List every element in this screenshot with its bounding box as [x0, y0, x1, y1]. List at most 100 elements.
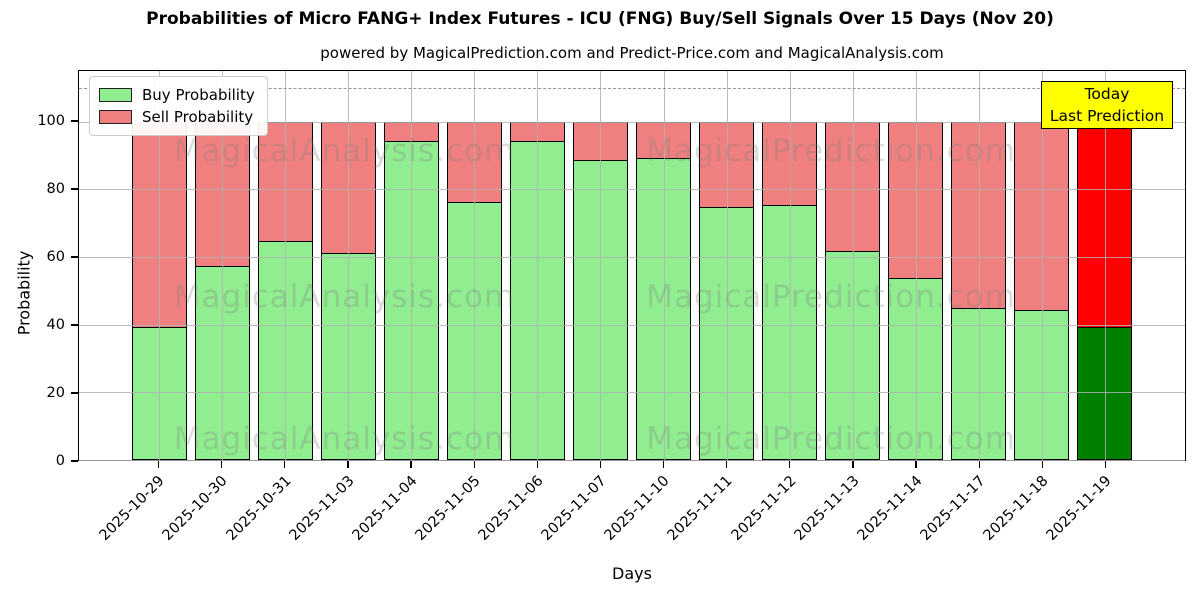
bar-buy-segment	[383, 142, 440, 460]
bar	[194, 121, 251, 460]
bar-buy-segment	[950, 309, 1007, 460]
bar	[446, 121, 503, 460]
y-tick-label: 40	[46, 317, 65, 333]
bar	[1013, 121, 1070, 460]
x-tick-label-text: 2025-10-31	[223, 473, 295, 544]
x-axis-ticks	[78, 461, 1186, 469]
bar-buy-segment	[131, 328, 188, 460]
x-tick-label-text: 2025-11-19	[1043, 473, 1115, 544]
y-tick-label: 100	[37, 113, 65, 129]
x-tick-mark	[1041, 461, 1043, 468]
bar-sell-segment	[194, 121, 251, 268]
y-axis: 0 20 40 60 80 100	[0, 70, 78, 469]
bar-sell-segment	[572, 121, 629, 161]
legend-swatch	[99, 88, 132, 102]
x-tick-mark	[221, 461, 223, 468]
x-tick-mark	[473, 461, 475, 468]
bar	[572, 121, 629, 460]
chart-title: Probabilities of Micro FANG+ Index Futur…	[146, 9, 1054, 29]
x-tick-label-text: 2025-11-13	[791, 473, 863, 544]
x-tick-mark	[726, 461, 728, 468]
today-annotation-line2: Last Prediction	[1049, 107, 1165, 126]
legend-entry: Sell Probability	[99, 106, 255, 128]
bar-sell-segment	[824, 121, 881, 252]
bar-sell-segment	[1076, 121, 1133, 329]
bar-sell-segment	[509, 121, 566, 143]
bar-buy-segment	[257, 241, 314, 460]
bar-buy-segment	[698, 208, 755, 460]
x-tick-label-text: 2025-10-30	[160, 473, 231, 544]
bar	[761, 121, 818, 460]
bar	[635, 121, 692, 460]
x-tick-mark	[536, 461, 538, 468]
y-tick-label: 80	[46, 180, 65, 197]
bar-sell-segment	[761, 121, 818, 207]
x-tick-mark	[789, 461, 791, 468]
today-annotation: Today Last Prediction	[1041, 81, 1173, 129]
bar-sell-segment	[257, 121, 314, 242]
bar	[1076, 121, 1133, 460]
x-axis-labels: 2025-10-29 2025-10-30 2025-10-31 2025-11-03…	[78, 471, 1186, 561]
bar	[131, 121, 188, 460]
bar-buy-segment	[572, 160, 629, 460]
legend-label: Sell Probability	[142, 108, 254, 126]
x-tick-label-text: 2025-11-07	[538, 473, 610, 544]
x-tick-label-text: 2025-11-10	[601, 473, 673, 544]
x-tick-label-text: 2025-11-17	[917, 473, 989, 544]
plot-area: MagicalAnalysis.com MagicalPrediction.com…	[78, 70, 1186, 461]
y-tick-label: 60	[46, 249, 65, 265]
bar-sell-segment	[320, 121, 377, 254]
x-tick-label-text: 2025-11-05	[412, 473, 484, 544]
legend-entry: Buy Probability	[99, 84, 255, 106]
x-tick-label-text: 2025-11-12	[728, 473, 800, 544]
y-tick-mark	[71, 460, 78, 462]
bar-buy-segment	[446, 202, 503, 460]
x-tick-mark	[284, 461, 286, 468]
bar-sell-segment	[698, 121, 755, 208]
chart-subtitle: powered by MagicalPrediction.com and Pre…	[320, 44, 944, 62]
bar-buy-segment	[761, 206, 818, 460]
legend-label: Buy Probability	[142, 86, 255, 104]
bar-sell-segment	[950, 121, 1007, 310]
x-tick-mark	[662, 461, 665, 468]
bar-sell-segment	[635, 121, 692, 159]
bar	[824, 121, 881, 460]
bar-sell-segment	[887, 121, 944, 280]
x-tick-label-text: 2025-11-04	[349, 473, 421, 544]
x-tick-label-text: 2025-11-06	[475, 473, 547, 544]
bar-buy-segment	[1013, 311, 1070, 460]
bar	[257, 121, 314, 460]
x-tick-label-text: 2025-11-11	[665, 473, 737, 544]
x-tick-mark	[978, 461, 980, 468]
legend-swatch	[99, 110, 132, 124]
x-tick-label-text: 2025-11-18	[980, 473, 1052, 544]
bar	[698, 121, 755, 460]
y-tick-mark	[71, 256, 78, 258]
y-tick-mark	[71, 188, 78, 190]
y-tick-mark	[71, 324, 78, 326]
bar-buy-segment	[635, 158, 692, 460]
bar-buy-segment	[194, 267, 251, 460]
bar	[950, 121, 1007, 460]
bar-sell-segment	[131, 121, 188, 329]
bar-sell-segment	[446, 121, 503, 203]
x-tick-mark	[157, 461, 160, 468]
bar	[320, 121, 377, 460]
bar	[383, 121, 440, 460]
bar-buy-segment	[887, 279, 944, 460]
bar	[887, 121, 944, 460]
bar-buy-segment	[320, 253, 377, 460]
x-tick-mark	[347, 461, 349, 468]
x-tick-label-text: 2025-10-29	[96, 473, 168, 544]
bar	[509, 121, 566, 460]
y-tick-mark	[71, 392, 78, 394]
y-tick-label: 20	[46, 385, 65, 401]
x-tick-mark	[599, 461, 602, 468]
x-tick-label-text: 2025-11-14	[854, 473, 926, 544]
x-tick-mark	[915, 461, 917, 468]
x-tick-mark	[410, 461, 412, 468]
y-tick-mark	[71, 120, 78, 122]
bar-sell-segment	[1013, 121, 1070, 312]
bar-buy-segment	[1076, 328, 1133, 460]
